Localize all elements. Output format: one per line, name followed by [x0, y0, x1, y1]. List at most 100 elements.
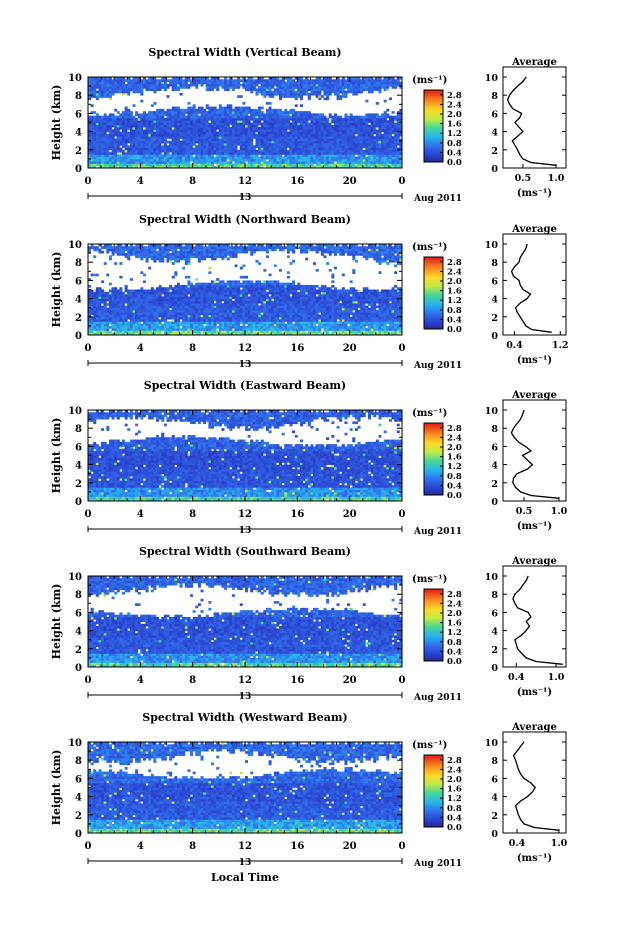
heatmap-cell: [112, 129, 115, 132]
heatmap-cell: [297, 86, 300, 89]
heatmap-cell: [96, 118, 99, 121]
heatmap-cell: [384, 134, 387, 137]
heatmap-cell: [125, 308, 128, 311]
heatmap-cell: [130, 157, 133, 160]
heatmap-cell: [334, 157, 337, 160]
heatmap-cell: [240, 95, 243, 98]
heatmap-cell: [101, 299, 104, 302]
heatmap-cell: [174, 260, 177, 263]
heatmap-cell: [216, 148, 219, 151]
heatmap-cell: [392, 123, 395, 126]
heatmap-cell: [185, 296, 188, 299]
heatmap-cell: [161, 143, 164, 146]
heatmap-cell: [253, 148, 256, 151]
heatmap-cell: [119, 319, 122, 322]
heatmap-cell: [125, 287, 128, 290]
heatmap-cell: [177, 116, 180, 119]
heatmap-cell: [127, 294, 130, 297]
heatmap-cell: [164, 141, 167, 144]
heatmap-cell: [101, 308, 104, 311]
heatmap-cell: [153, 315, 156, 318]
heatmap-cell: [378, 136, 381, 139]
heatmap-cell: [360, 143, 363, 146]
heatmap-cell: [329, 120, 332, 123]
heatmap-cell: [347, 132, 350, 135]
heatmap-cell: [93, 91, 96, 94]
heatmap-cell: [148, 127, 151, 130]
heatmap-cell: [101, 95, 104, 98]
heatmap-cell: [250, 136, 253, 139]
heatmap-cell: [159, 303, 162, 306]
heatmap-cell: [392, 154, 395, 157]
heatmap-cell: [153, 138, 156, 141]
heatmap-cell: [143, 246, 146, 249]
heatmap-cell: [140, 301, 143, 304]
heatmap-cell: [279, 157, 282, 160]
heatmap-cell: [130, 152, 133, 155]
heatmap-cell: [109, 249, 112, 252]
heatmap-cell: [119, 113, 122, 116]
heatmap-cell: [125, 136, 128, 139]
heatmap-cell: [96, 127, 99, 130]
heatmap-cell: [394, 138, 397, 141]
heatmap-cell: [363, 159, 366, 162]
heatmap-cell: [127, 152, 130, 155]
heatmap-cell: [174, 296, 177, 299]
heatmap-cell: [326, 84, 329, 87]
heatmap-cell: [232, 141, 235, 144]
heatmap-cell: [98, 134, 101, 137]
heatmap-cell: [363, 123, 366, 126]
heatmap-cell: [177, 148, 180, 151]
heatmap-cell: [146, 321, 149, 324]
heatmap-cell: [253, 113, 256, 116]
heatmap-cell: [227, 82, 230, 85]
heatmap-cell: [172, 161, 175, 164]
heatmap-cell: [303, 148, 306, 151]
heatmap-cell: [177, 253, 180, 256]
heatmap-cell: [156, 161, 159, 164]
heatmap-cell: [140, 326, 143, 329]
heatmap-cell: [187, 125, 190, 128]
heatmap-cell: [342, 93, 345, 96]
heatmap-cell: [119, 82, 122, 85]
heatmap-cell: [169, 285, 172, 288]
heatmap-cell: [276, 145, 279, 148]
heatmap-cell: [93, 157, 96, 160]
heatmap-cell: [112, 79, 115, 82]
heatmap-cell: [347, 136, 350, 139]
heatmap-cell: [140, 136, 143, 139]
heatmap-cell: [109, 163, 112, 166]
heatmap-cell: [208, 84, 211, 87]
heatmap-cell: [151, 157, 154, 160]
heatmap-cell: [167, 321, 170, 324]
heatmap-cell: [368, 129, 371, 132]
heatmap-cell: [339, 127, 342, 130]
heatmap-cell: [195, 84, 198, 87]
heatmap-cell: [248, 134, 251, 137]
heatmap-cell: [91, 301, 94, 304]
heatmap-cell: [284, 132, 287, 135]
heatmap-cell: [318, 138, 321, 141]
heatmap-cell: [182, 79, 185, 82]
heatmap-cell: [352, 127, 355, 130]
heatmap-cell: [119, 328, 122, 331]
heatmap-cell: [156, 163, 159, 166]
heatmap-cell: [321, 123, 324, 126]
heatmap-cell: [352, 86, 355, 89]
heatmap-cell: [305, 111, 308, 114]
heatmap-cell: [159, 330, 162, 333]
heatmap-cell: [138, 255, 141, 258]
heatmap-cell: [229, 123, 232, 126]
heatmap-cell: [232, 134, 235, 137]
heatmap-cell: [295, 88, 298, 91]
heatmap-cell: [174, 134, 177, 137]
heatmap-cell: [161, 255, 164, 258]
heatmap-cell: [182, 305, 185, 308]
heatmap-cell: [174, 287, 177, 290]
heatmap-cell: [316, 134, 319, 137]
heatmap-cell: [386, 123, 389, 126]
heatmap-cell: [180, 301, 183, 304]
heatmap-cell: [132, 251, 135, 254]
heatmap-cell: [138, 317, 141, 320]
heatmap-cell: [342, 125, 345, 128]
